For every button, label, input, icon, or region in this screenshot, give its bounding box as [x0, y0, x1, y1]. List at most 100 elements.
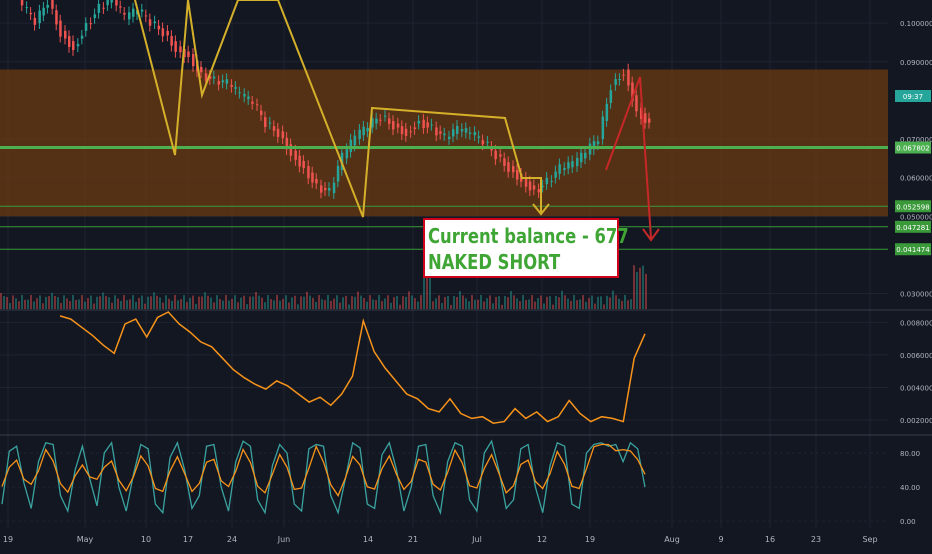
volume-bar [198, 296, 200, 309]
candle-body [328, 188, 331, 191]
volume-bar [120, 300, 122, 309]
price-axis-label: 0.050000 [900, 213, 932, 221]
candle-body [247, 96, 250, 100]
candle-body [614, 78, 617, 85]
volume-bar [306, 291, 308, 309]
volume-bar [414, 298, 416, 309]
candle-body [234, 87, 237, 89]
volume-bar [342, 297, 344, 309]
candle-body [384, 115, 387, 117]
volume-bar [84, 301, 86, 309]
candle-body [473, 132, 477, 136]
candle-body [84, 23, 88, 31]
volume-bar [468, 301, 470, 309]
candle-body [503, 158, 506, 166]
volume-bar [288, 302, 290, 309]
candle-body [42, 7, 45, 16]
candle-body [537, 189, 541, 193]
volume-bar [195, 303, 197, 309]
volume-bar [309, 295, 311, 309]
volume-bar [108, 297, 110, 309]
volume-bar [102, 292, 104, 309]
volume-bar [315, 301, 317, 309]
candle-body [272, 126, 276, 131]
price-tag-level-4-bg [895, 243, 931, 256]
volume-bar [150, 296, 152, 309]
candle-body [336, 165, 340, 182]
x-tick-label: 19 [585, 535, 595, 544]
candle-body [187, 51, 190, 58]
volume-bar [522, 295, 524, 309]
candle-body [119, 6, 122, 8]
volume-bar [204, 292, 206, 309]
volume-bar [582, 295, 584, 309]
volume-bar [492, 303, 494, 309]
candle-body [541, 185, 545, 187]
volume-bar [450, 304, 452, 309]
candle-body [524, 177, 528, 187]
volume-bar [234, 295, 236, 309]
candle-body [102, 7, 105, 9]
volume-bar [300, 296, 302, 309]
volume-bar [282, 298, 284, 309]
candle-body [93, 14, 97, 19]
volume-bar [42, 303, 44, 309]
candle-body [285, 137, 289, 150]
volume-bar [507, 297, 509, 309]
x-tick-label: May [77, 535, 94, 544]
candle-body [324, 187, 327, 191]
volume-bar [117, 298, 119, 309]
candle-body [311, 172, 314, 183]
volume-bar [423, 269, 425, 309]
volume-bar [438, 295, 440, 309]
candle-body [298, 155, 301, 167]
volume-bar [261, 297, 263, 309]
candle-body [554, 171, 557, 178]
volume-bar [348, 304, 350, 309]
volume-bar [393, 297, 395, 309]
candle-body [353, 135, 357, 146]
candle-body [404, 128, 408, 136]
volume-bar [66, 298, 68, 309]
volume-bar [177, 300, 179, 309]
volume-bar [171, 300, 173, 309]
candle-body [307, 166, 310, 179]
volume-bar [339, 302, 341, 309]
volume-bar [555, 295, 557, 309]
volume-bar [63, 295, 65, 309]
volume-bar [573, 295, 575, 309]
volume-bar [363, 297, 365, 309]
candle-body [631, 82, 634, 102]
candle-body [20, 0, 24, 6]
candle-body [456, 125, 459, 134]
candle-body [345, 149, 349, 159]
candle-body [409, 131, 413, 133]
volume-bar [531, 295, 533, 309]
volume-bar [54, 295, 56, 309]
volume-bar [381, 301, 383, 309]
candle-body [558, 164, 561, 174]
candle-body [507, 162, 510, 172]
candle-body [550, 180, 553, 182]
candle-body [230, 84, 233, 87]
volume-bar [360, 295, 362, 309]
price-tag-level-2-bg [895, 200, 931, 213]
candle-body [448, 136, 451, 140]
volume-bar [273, 300, 275, 309]
candle-body [571, 161, 574, 168]
candle-body [80, 35, 84, 39]
volume-bar [567, 298, 569, 309]
candle-body [132, 8, 135, 17]
volume-bar [156, 295, 158, 309]
candle-body [89, 23, 93, 25]
candle-body [596, 141, 600, 145]
volume-bar [168, 298, 170, 309]
volume-bar [630, 299, 632, 309]
volume-bar [366, 301, 368, 309]
candle-body [315, 178, 318, 184]
volume-bar [114, 295, 116, 309]
volume-bar [471, 295, 473, 309]
price-tag-level-3-bg [895, 220, 931, 233]
